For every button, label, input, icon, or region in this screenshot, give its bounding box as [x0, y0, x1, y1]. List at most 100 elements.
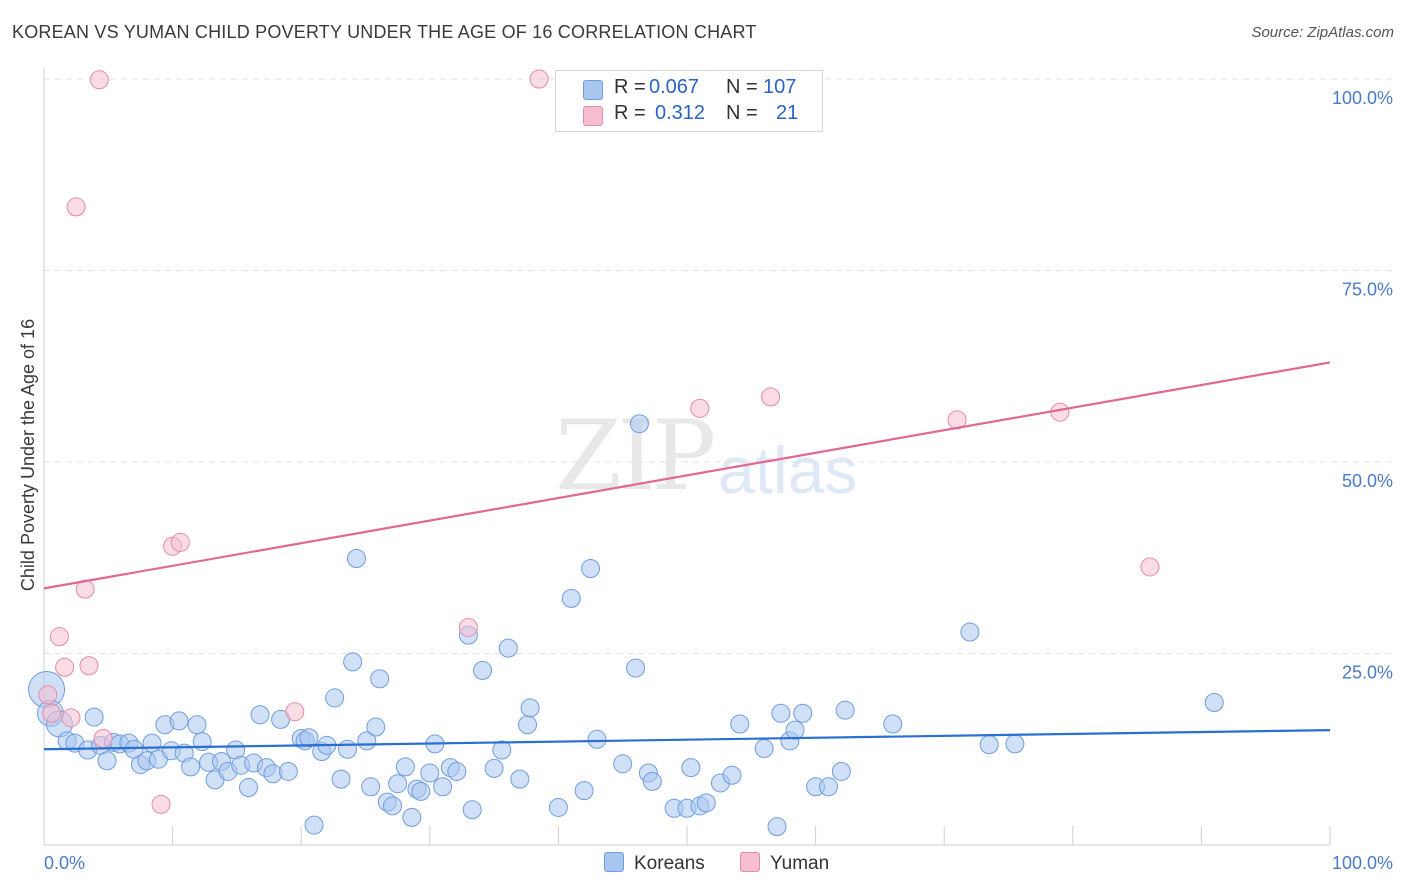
korean-point	[561, 588, 581, 608]
korean-point	[818, 777, 838, 797]
korean-point	[142, 733, 162, 753]
korean-swatch	[583, 80, 603, 100]
yuman-point	[89, 70, 109, 90]
chart-source: Source: ZipAtlas.com	[1251, 24, 1394, 41]
yuman-point	[55, 657, 75, 677]
korean-point	[518, 715, 538, 735]
korean-point	[304, 815, 324, 835]
yuman-legend-label: Yuman	[770, 853, 830, 874]
korean-point	[767, 817, 787, 837]
korean-point	[484, 758, 504, 778]
korean-point	[346, 549, 366, 569]
yuman-point	[42, 703, 62, 723]
korean-point	[343, 652, 363, 672]
korean-point	[681, 758, 701, 778]
korean-point	[383, 796, 403, 816]
korean-point	[187, 715, 207, 735]
korean-point	[1204, 693, 1224, 713]
stats-legend: R = 0.067 N = 107 R = 0.312 N = 21	[555, 70, 823, 132]
korean-point	[433, 777, 453, 797]
yuman-point	[761, 387, 781, 407]
axis-labels: 25.0% 50.0% 75.0% 100.0% 0.0% 100.0% Child Pov…	[18, 88, 1393, 873]
legend-row-yuman: R = 0.312 N = 21	[556, 102, 822, 128]
korean-point	[447, 761, 467, 781]
korean-point	[754, 738, 774, 758]
korean-point	[960, 622, 980, 642]
axes	[43, 68, 1331, 846]
korean-point	[331, 769, 351, 789]
yuman-r-value: 0.312	[655, 102, 706, 124]
yuman-trend-line	[43, 361, 1331, 590]
korean-point	[831, 761, 851, 781]
yuman-point	[1140, 557, 1160, 577]
korean-point	[498, 638, 518, 658]
korean-point	[462, 800, 482, 820]
korean-point	[1005, 734, 1025, 754]
yuman-point	[151, 794, 171, 814]
korean-point	[696, 793, 716, 813]
y-tick-label: 50.0%	[1342, 471, 1393, 491]
y-tick-label: 100.0%	[1332, 88, 1393, 108]
korean-point	[473, 660, 493, 680]
korean-point	[278, 761, 298, 781]
yuman-point	[690, 398, 710, 418]
koreans-legend-swatch	[604, 852, 624, 872]
korean-point	[411, 781, 431, 801]
yuman-n-value: 21	[776, 102, 799, 124]
korean-point	[793, 703, 813, 723]
korean-point	[238, 778, 258, 798]
korean-point	[169, 711, 189, 731]
korean-n-label: N =	[726, 76, 758, 98]
korean-point	[613, 754, 633, 774]
trend-lines	[43, 361, 1331, 751]
korean-point	[642, 771, 662, 791]
korean-r-label: R =	[614, 76, 646, 98]
korean-point	[587, 729, 607, 749]
x-tick-label: 100.0%	[1332, 853, 1393, 873]
yuman-r-label: R =	[614, 102, 646, 124]
yuman-point	[66, 197, 86, 217]
korean-point	[395, 757, 415, 777]
yuman-point	[93, 729, 113, 749]
yuman-point	[458, 617, 478, 637]
y-axis-label: Child Poverty Under the Age of 16	[18, 319, 38, 591]
korean-point	[626, 658, 646, 678]
bottom-legend-koreans: Koreans	[604, 852, 705, 875]
grid-lines	[44, 78, 1395, 654]
korean-trend-line	[43, 729, 1331, 751]
korean-point	[835, 700, 855, 720]
korean-point	[337, 739, 357, 759]
data-points	[28, 69, 1224, 837]
korean-point	[548, 797, 568, 817]
korean-point	[388, 774, 408, 794]
korean-point	[370, 669, 390, 689]
korean-r-value: 0.067	[649, 76, 700, 98]
korean-point	[730, 714, 750, 734]
korean-point	[574, 781, 594, 801]
korean-point	[771, 703, 791, 723]
y-tick-label: 25.0%	[1342, 663, 1393, 683]
yuman-point	[285, 702, 305, 722]
yuman-legend-swatch	[740, 852, 760, 872]
korean-point	[97, 751, 117, 771]
korean-point	[420, 763, 440, 783]
yuman-point	[529, 69, 549, 89]
yuman-point	[61, 708, 81, 728]
korean-point	[299, 728, 319, 748]
korean-point	[250, 705, 270, 725]
korean-point	[510, 769, 530, 789]
legend-row-koreans: R = 0.067 N = 107	[556, 76, 822, 102]
korean-point	[366, 717, 386, 737]
korean-point	[883, 714, 903, 734]
korean-point	[629, 414, 649, 434]
yuman-point	[1050, 402, 1070, 422]
y-tick-label: 75.0%	[1342, 280, 1393, 300]
korean-point	[979, 735, 999, 755]
yuman-point	[49, 627, 69, 647]
korean-point	[181, 757, 201, 777]
korean-point	[492, 740, 512, 760]
korean-n-value: 107	[763, 76, 797, 98]
korean-point	[722, 765, 742, 785]
korean-point	[325, 688, 345, 708]
